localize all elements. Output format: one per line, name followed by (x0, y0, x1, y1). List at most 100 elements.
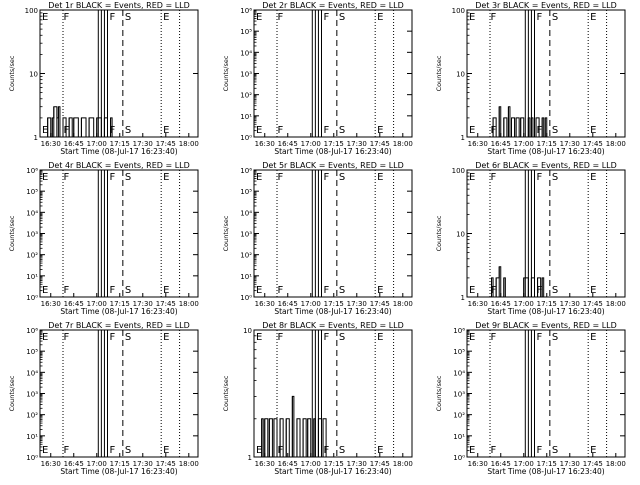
y-tick-label: 10³ (26, 391, 38, 399)
y-tick-label: 10⁵ (240, 28, 252, 36)
event-marker-bottom: E (377, 285, 383, 296)
event-marker-top: E (256, 332, 262, 343)
y-tick-label: 1 (461, 294, 465, 302)
x-tick-label: 16:30 (41, 460, 61, 468)
event-marker-top: S (552, 12, 558, 23)
x-tick-label: 17:00 (514, 300, 534, 308)
event-marker-bottom: S (125, 285, 131, 296)
x-tick-label: 18:00 (179, 460, 199, 468)
y-tick-label: 10² (240, 252, 252, 260)
x-tick-label: 17:30 (347, 300, 367, 308)
event-marker-bottom: E (42, 445, 48, 456)
event-marker-top: E (42, 332, 48, 343)
x-tick-label: 16:30 (255, 460, 275, 468)
detector-panel-3: Det 3r BLACK = Events, RED = LLD 1 10 100 16… (435, 1, 626, 156)
event-marker-bottom: S (552, 445, 558, 456)
x-tick-label: 16:45 (491, 300, 511, 308)
event-marker-bottom: E (469, 125, 475, 136)
x-tick-label: 17:15 (110, 140, 130, 148)
detector-panel-1: Det 1r BLACK = Events, RED = LLD 1 10 100 16… (8, 1, 199, 156)
event-marker-top: F (277, 332, 283, 343)
y-tick-label: 1 (34, 134, 38, 142)
event-marker-bottom: E (163, 445, 169, 456)
event-marker-bottom: E (256, 285, 262, 296)
event-marker-top: F (323, 332, 329, 343)
x-tick-label: 16:30 (255, 300, 275, 308)
y-tick-label: 10 (29, 71, 38, 79)
y-tick-label: 10⁶ (240, 167, 252, 175)
x-tick-label: 17:15 (324, 140, 344, 148)
x-tick-label: 17:15 (110, 460, 130, 468)
x-tick-label: 18:00 (393, 140, 413, 148)
detector-panel-7: Det 7r BLACK = Events, RED = LLD 10⁰ 10¹ 10… (8, 321, 199, 476)
event-marker-top: E (256, 12, 262, 23)
series-line-events (46, 106, 114, 138)
event-marker-top: F (277, 172, 283, 183)
x-tick-label: 17:15 (110, 300, 130, 308)
event-marker-bottom: E (590, 125, 596, 136)
x-axis-label: Start Time (08-Jul-17 16:23:40) (60, 147, 177, 156)
panel-title: Det 8r BLACK = Events, RED = LLD (262, 321, 404, 330)
event-marker-top: F (109, 332, 115, 343)
event-marker-top: S (125, 12, 131, 23)
panel-title: Det 5r BLACK = Events, RED = LLD (262, 161, 404, 170)
x-tick-label: 16:45 (491, 140, 511, 148)
event-marker-top: F (63, 332, 69, 343)
event-marker-top: E (469, 12, 475, 23)
y-tick-label: 1 (461, 134, 465, 142)
event-marker-bottom: E (590, 285, 596, 296)
event-marker-bottom: E (42, 285, 48, 296)
y-tick-label: 10 (243, 327, 252, 335)
event-marker-top: E (377, 12, 383, 23)
x-tick-label: 17:00 (514, 460, 534, 468)
y-tick-label: 10³ (240, 231, 252, 239)
y-axis-label: Counts/sec (222, 55, 230, 91)
y-tick-label: 10¹ (26, 433, 38, 441)
y-tick-label: 10⁵ (26, 348, 38, 356)
event-marker-bottom: E (42, 125, 48, 136)
event-marker-bottom: E (377, 445, 383, 456)
x-tick-label: 17:45 (583, 460, 603, 468)
event-marker-bottom: E (590, 445, 596, 456)
event-marker-top: E (163, 332, 169, 343)
x-tick-label: 17:30 (560, 460, 580, 468)
x-tick-label: 16:30 (41, 140, 61, 148)
y-tick-label: 10⁰ (26, 294, 38, 302)
x-tick-label: 16:30 (468, 140, 488, 148)
y-tick-label: 10⁴ (453, 369, 465, 377)
event-marker-bottom: F (63, 285, 69, 296)
event-marker-top: S (125, 172, 131, 183)
x-axis-label: Start Time (08-Jul-17 16:23:40) (60, 307, 177, 316)
event-marker-bottom: F (323, 285, 329, 296)
detector-panel-2: Det 2r BLACK = Events, RED = LLD 10⁰ 10¹ 10… (222, 1, 413, 156)
x-tick-label: 18:00 (393, 300, 413, 308)
x-tick-label: 17:00 (87, 460, 107, 468)
event-marker-top: F (536, 332, 542, 343)
x-tick-label: 17:30 (347, 140, 367, 148)
detector-panel-5: Det 5r BLACK = Events, RED = LLD 10⁰ 10¹ 10… (222, 161, 413, 316)
y-tick-label: 10¹ (240, 113, 252, 121)
detector-panel-9: Det 9r BLACK = Events, RED = LLD 10⁰ 10¹ 10… (435, 321, 626, 476)
event-marker-top: F (536, 12, 542, 23)
event-marker-top: E (42, 12, 48, 23)
y-axis-label: Counts/sec (435, 215, 443, 251)
event-marker-top: S (339, 12, 345, 23)
x-tick-label: 18:00 (393, 460, 413, 468)
event-marker-top: F (277, 12, 283, 23)
event-marker-top: S (339, 172, 345, 183)
y-tick-label: 10⁰ (453, 454, 465, 462)
y-axis-label: Counts/sec (222, 375, 230, 411)
x-tick-label: 17:45 (370, 300, 390, 308)
event-marker-top: F (323, 172, 329, 183)
event-marker-top: E (42, 172, 48, 183)
y-tick-label: 10³ (453, 391, 465, 399)
y-tick-label: 10⁴ (240, 209, 252, 217)
y-tick-label: 10⁵ (240, 188, 252, 196)
series-line-events (260, 395, 328, 458)
detector-panel-6: Det 6r BLACK = Events, RED = LLD 1 10 100 16… (435, 161, 626, 316)
y-axis-label: Counts/sec (435, 375, 443, 411)
y-tick-label: 10¹ (453, 433, 465, 441)
panel-title: Det 2r BLACK = Events, RED = LLD (262, 1, 404, 10)
event-marker-bottom: F (63, 445, 69, 456)
